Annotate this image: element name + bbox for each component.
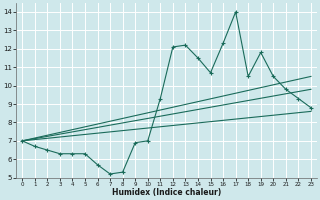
X-axis label: Humidex (Indice chaleur): Humidex (Indice chaleur) xyxy=(112,188,221,197)
